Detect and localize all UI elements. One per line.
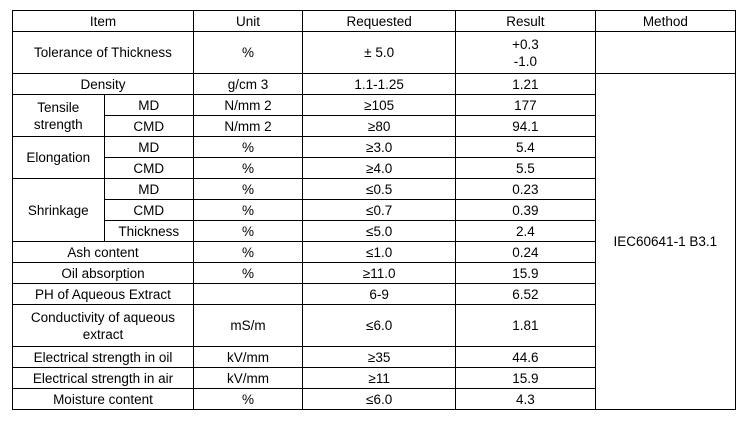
result-tensile-cmd: 94.1	[455, 115, 596, 137]
unit-ph	[192, 283, 304, 305]
header-unit: Unit	[192, 10, 304, 32]
result-density: 1.21	[455, 73, 596, 95]
item-oil: Oil absorption	[12, 262, 194, 284]
sub-shrinkage-cmd: CMD	[103, 199, 194, 221]
row-tolerance: Tolerance of Thickness % ± 5.0 +0.3 -1.0	[12, 31, 736, 74]
method-common: IEC60641-1 B3.1	[594, 73, 736, 410]
requested-tolerance: ± 5.0	[302, 31, 457, 74]
unit-moisture: %	[192, 388, 304, 410]
item-moisture: Moisture content	[12, 388, 194, 410]
specification-table: Item Unit Requested Result Method Tolera…	[12, 10, 736, 410]
method-tolerance	[594, 31, 736, 74]
header-row: Item Unit Requested Result Method	[12, 10, 736, 32]
requested-conductivity: ≤6.0	[302, 304, 457, 347]
result-ph: 6.52	[455, 283, 596, 305]
item-elec-air: Electrical strength in air	[12, 367, 194, 389]
requested-shrinkage-cmd: ≤0.7	[302, 199, 457, 221]
item-elec-oil: Electrical strength in oil	[12, 346, 194, 368]
sub-elongation-md: MD	[103, 136, 194, 158]
unit-elec-air: kV/mm	[192, 367, 304, 389]
group-elongation: Elongation	[12, 136, 105, 179]
header-method: Method	[594, 10, 736, 32]
row-shrinkage-md: Shrinkage MD % ≤0.5 0.23	[12, 178, 736, 242]
row-elongation-md: Elongation MD % ≥3.0 5.4	[12, 136, 736, 179]
result-moisture: 4.3	[455, 388, 596, 410]
header-requested: Requested	[302, 10, 457, 32]
result-shrinkage-cmd: 0.39	[455, 199, 596, 221]
group-tensile: Tensile strength	[12, 94, 105, 137]
row-tensile-md: Tensile strength MD N/mm 2 ≥105 177	[12, 94, 736, 137]
item-tolerance: Tolerance of Thickness	[12, 31, 194, 74]
result-elongation-cmd: 5.5	[455, 157, 596, 179]
result-tolerance: +0.3 -1.0	[455, 31, 596, 74]
item-density: Density	[12, 73, 194, 95]
unit-shrinkage-cmd: %	[192, 199, 304, 221]
row-ash: Ash content % ≤1.0 0.24	[12, 241, 736, 263]
unit-ash: %	[192, 241, 304, 263]
row-moisture: Moisture content % ≤6.0 4.3	[12, 388, 736, 410]
unit-density: g/cm 3	[192, 73, 304, 95]
group-shrinkage: Shrinkage	[12, 178, 105, 242]
item-ash: Ash content	[12, 241, 194, 263]
unit-tensile-md: N/mm 2	[192, 94, 304, 116]
requested-elec-air: ≥11	[302, 367, 457, 389]
sub-elongation-cmd: CMD	[103, 157, 194, 179]
requested-ph: 6-9	[302, 283, 457, 305]
row-elongation-cmd: CMD % ≥4.0 5.5	[13, 157, 736, 179]
result-elec-oil: 44.6	[455, 346, 596, 368]
requested-ash: ≤1.0	[302, 241, 457, 263]
row-elec-air: Electrical strength in air kV/mm ≥11 15.…	[12, 367, 736, 389]
row-elec-oil: Electrical strength in oil kV/mm ≥35 44.…	[12, 346, 736, 368]
unit-conductivity: mS/m	[192, 304, 304, 347]
spec-table-container: Item Unit Requested Result Method Tolera…	[12, 10, 736, 410]
unit-elongation-cmd: %	[192, 157, 304, 179]
requested-elec-oil: ≥35	[302, 346, 457, 368]
unit-tensile-cmd: N/mm 2	[192, 115, 304, 137]
requested-elongation-cmd: ≥4.0	[302, 157, 457, 179]
row-ph: PH of Aqueous Extract 6-9 6.52	[12, 283, 736, 305]
item-conductivity: Conductivity of aqueous extract	[12, 304, 194, 347]
result-elongation-md: 5.4	[455, 136, 596, 158]
result-conductivity: 1.81	[455, 304, 596, 347]
requested-elongation-md: ≥3.0	[302, 136, 457, 158]
sub-tensile-md: MD	[103, 94, 194, 116]
item-ph: PH of Aqueous Extract	[12, 283, 194, 305]
row-density: Density g/cm 3 1.1-1.25 1.21 IEC60641-1 …	[12, 73, 736, 410]
requested-shrinkage-md: ≤0.5	[302, 178, 457, 200]
sub-tensile-cmd: CMD	[103, 115, 194, 137]
row-shrinkage-thickness: Thickness % ≤5.0 2.4	[13, 220, 736, 242]
row-conductivity: Conductivity of aqueous extract mS/m ≤6.…	[12, 304, 736, 347]
unit-oil: %	[192, 262, 304, 284]
header-item: Item	[12, 10, 194, 32]
row-tensile-cmd: CMD N/mm 2 ≥80 94.1	[13, 115, 736, 137]
row-oil: Oil absorption % ≥11.0 15.9	[12, 262, 736, 284]
header-result: Result	[455, 10, 596, 32]
requested-moisture: ≤6.0	[302, 388, 457, 410]
result-oil: 15.9	[455, 262, 596, 284]
unit-elongation-md: %	[192, 136, 304, 158]
requested-oil: ≥11.0	[302, 262, 457, 284]
result-shrinkage-thickness: 2.4	[455, 220, 596, 242]
sub-shrinkage-thickness: Thickness	[103, 220, 194, 242]
unit-elec-oil: kV/mm	[192, 346, 304, 368]
unit-shrinkage-md: %	[192, 178, 304, 200]
result-elec-air: 15.9	[455, 367, 596, 389]
requested-density: 1.1-1.25	[302, 73, 457, 95]
requested-tensile-md: ≥105	[302, 94, 457, 116]
requested-shrinkage-thickness: ≤5.0	[302, 220, 457, 242]
result-ash: 0.24	[455, 241, 596, 263]
result-tensile-md: 177	[455, 94, 596, 116]
unit-shrinkage-thickness: %	[192, 220, 304, 242]
requested-tensile-cmd: ≥80	[302, 115, 457, 137]
sub-shrinkage-md: MD	[103, 178, 194, 200]
result-shrinkage-md: 0.23	[455, 178, 596, 200]
unit-tolerance: %	[192, 31, 304, 74]
